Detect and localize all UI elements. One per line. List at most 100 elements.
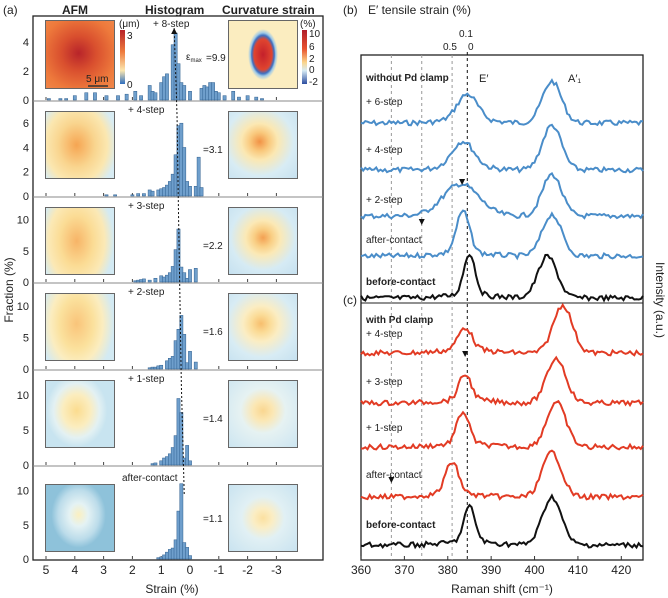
intensity-label: Intensity (a.u.) bbox=[653, 262, 667, 338]
y-tick-label: 4 bbox=[23, 142, 29, 154]
peak-shift-line bbox=[173, 27, 185, 495]
histogram-bar bbox=[153, 462, 158, 466]
trace-label: after-contact bbox=[366, 470, 422, 481]
spectrum-line bbox=[360, 123, 644, 174]
curvature-strain-map bbox=[228, 380, 298, 448]
afm-colorbar bbox=[120, 30, 125, 84]
step-label: + 8-step bbox=[153, 19, 190, 30]
histogram-bar bbox=[124, 93, 129, 101]
curvature-strain-map bbox=[228, 207, 298, 275]
histogram-bar bbox=[216, 92, 221, 101]
emax-value: =3.1 bbox=[203, 145, 223, 156]
strain-cbar-tick: 2 bbox=[309, 54, 315, 65]
histogram-bar bbox=[142, 193, 146, 197]
panel-c-title: with Pd clamp bbox=[365, 315, 433, 326]
strain-cbar-tick: -2 bbox=[309, 77, 318, 88]
y-tick-label: 0 bbox=[23, 191, 29, 203]
strain-cbar-tick: 0 bbox=[309, 65, 315, 76]
histogram-bar bbox=[64, 98, 69, 101]
histogram-bar bbox=[159, 364, 164, 370]
arrow-icon bbox=[418, 219, 425, 225]
histogram-bar bbox=[84, 92, 89, 101]
histogram-bar bbox=[58, 98, 63, 101]
emax-value: =9.9 bbox=[206, 53, 226, 64]
y-tick-label: 0 bbox=[23, 364, 29, 376]
y-tick-label: 10 bbox=[17, 390, 29, 402]
x-tick-label: 1 bbox=[158, 563, 165, 577]
x-tick-label: 0 bbox=[187, 563, 194, 577]
curvature-strain-map bbox=[228, 293, 298, 361]
histogram-bar bbox=[188, 460, 192, 466]
curvature-strain-map bbox=[228, 111, 298, 179]
strain-cbar-tick: 10 bbox=[309, 29, 321, 40]
afm-map bbox=[45, 380, 115, 448]
trace-label: + 3-step bbox=[366, 377, 403, 388]
y-tick-label: 5 bbox=[23, 425, 29, 437]
strain-cbar-tick: 6 bbox=[309, 42, 315, 53]
histogram-bar bbox=[136, 193, 141, 197]
y-tick-label: 6 bbox=[23, 118, 29, 130]
y-tick-label: 4 bbox=[23, 37, 29, 49]
histogram-bar bbox=[150, 190, 155, 197]
histogram-bar bbox=[182, 272, 187, 283]
histogram-bar bbox=[130, 194, 135, 197]
trace-label: before-contact bbox=[366, 277, 436, 288]
y-tick-label: 0 bbox=[23, 460, 29, 472]
y-tick-label: 2 bbox=[23, 167, 29, 179]
afm-cbar-unit: (μm) bbox=[119, 19, 140, 30]
histogram-bar bbox=[139, 95, 143, 101]
trace-label: + 6-step bbox=[366, 97, 403, 108]
x-tick-label: 4 bbox=[71, 563, 78, 577]
spectrum-line bbox=[360, 449, 644, 502]
histogram-bar bbox=[72, 95, 77, 101]
trace-label: + 2-step bbox=[366, 195, 403, 206]
afm-map bbox=[45, 207, 115, 275]
histogram-bar bbox=[185, 445, 189, 466]
x-tick-label: 380 bbox=[438, 563, 458, 577]
step-label: + 2-step bbox=[128, 287, 165, 298]
histogram-bar bbox=[237, 96, 241, 101]
y-tick-label: 10 bbox=[17, 301, 29, 313]
histogram-bar bbox=[254, 96, 259, 101]
y-tick-label: 5 bbox=[23, 332, 29, 344]
afm-map bbox=[45, 484, 115, 552]
spectrum-line bbox=[360, 209, 644, 261]
x-tick-label: 2 bbox=[129, 563, 136, 577]
afm-map bbox=[45, 20, 115, 89]
x-tick-label: 360 bbox=[351, 563, 371, 577]
emax-value: =1.1 bbox=[203, 514, 223, 525]
histogram-bar bbox=[153, 278, 158, 283]
panel-c-label: (c) bbox=[343, 293, 357, 307]
histogram-bar bbox=[142, 278, 146, 283]
y-tick-label: 0 bbox=[23, 95, 29, 107]
x-tick-label: 400 bbox=[525, 563, 545, 577]
histogram-bar bbox=[47, 98, 51, 101]
histogram-bar bbox=[179, 412, 184, 466]
spectrum-line bbox=[360, 253, 644, 303]
histogram-bar bbox=[193, 268, 198, 283]
arrow-icon bbox=[462, 351, 469, 357]
trace-label: after-contact bbox=[366, 235, 422, 246]
afm-scalebar-label: 5 μm bbox=[86, 74, 108, 85]
y-tick-label: 0 bbox=[23, 277, 29, 289]
histogram-bar bbox=[179, 483, 184, 560]
histogram-bar bbox=[116, 95, 120, 101]
histogram-bar bbox=[147, 279, 152, 283]
trace-label: + 4-step bbox=[366, 329, 403, 340]
histogram-bar bbox=[188, 351, 192, 370]
x-tick-label: 390 bbox=[481, 563, 501, 577]
x-tick-label: 3 bbox=[100, 563, 107, 577]
afm-cbar-max: 3 bbox=[127, 31, 133, 42]
histogram-bar bbox=[196, 156, 201, 197]
y-axis-label: Fraction (%) bbox=[2, 257, 16, 322]
step-label: + 3-step bbox=[128, 201, 165, 212]
histogram-bar bbox=[193, 361, 198, 370]
spectrum-line bbox=[361, 399, 644, 451]
top-tick-05: 0.5 bbox=[443, 42, 457, 53]
peak-label-e: E′ bbox=[479, 73, 488, 85]
col-title-strain: Curvature strain bbox=[222, 3, 315, 17]
top-tick-0: 0 bbox=[468, 42, 474, 53]
panel-b-title: without Pd clamp bbox=[365, 73, 449, 84]
histogram-bar bbox=[222, 95, 227, 101]
